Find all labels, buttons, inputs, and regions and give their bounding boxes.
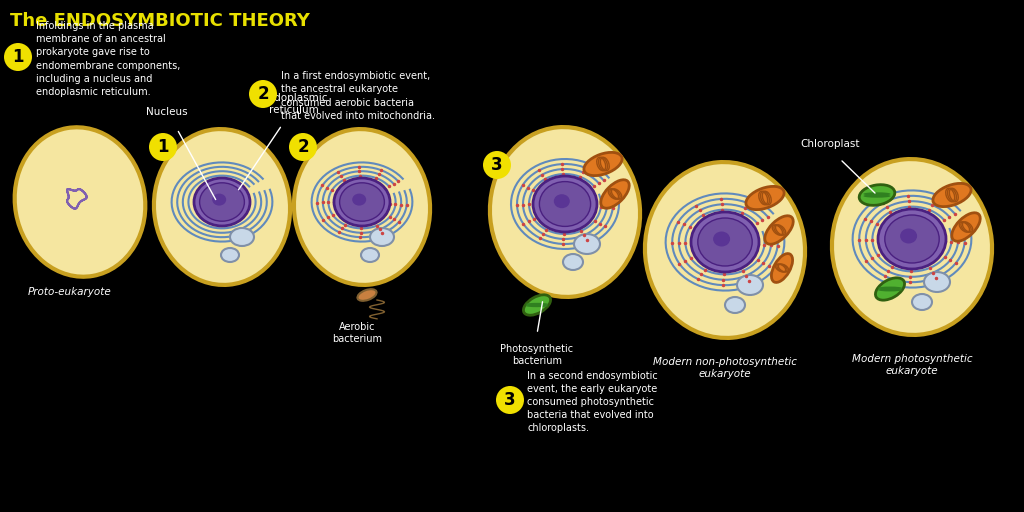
Text: Endoplasmic
reticulum: Endoplasmic reticulum — [261, 93, 328, 115]
Ellipse shape — [200, 183, 245, 221]
Ellipse shape — [878, 287, 902, 289]
Text: 1: 1 — [12, 48, 24, 66]
Ellipse shape — [212, 194, 226, 206]
Ellipse shape — [878, 289, 902, 291]
Text: In a second endosymbiotic
event, the early eukaryote
consumed photosynthetic
bac: In a second endosymbiotic event, the ear… — [527, 371, 657, 433]
Text: The ENDOSYMBIOTIC THEORY: The ENDOSYMBIOTIC THEORY — [10, 12, 310, 30]
Text: Proto-eukaryote: Proto-eukaryote — [28, 287, 112, 297]
Ellipse shape — [540, 182, 591, 226]
Text: Photosynthetic
bacterium: Photosynthetic bacterium — [501, 344, 573, 366]
Ellipse shape — [14, 127, 145, 276]
Ellipse shape — [352, 194, 367, 206]
Ellipse shape — [489, 127, 640, 297]
Ellipse shape — [554, 194, 569, 208]
Text: 2: 2 — [297, 138, 309, 156]
Ellipse shape — [765, 216, 794, 244]
Ellipse shape — [194, 178, 250, 226]
Ellipse shape — [294, 129, 430, 285]
Ellipse shape — [713, 231, 730, 246]
Text: Aerobic
bacterium: Aerobic bacterium — [332, 322, 382, 344]
Ellipse shape — [951, 213, 980, 241]
Circle shape — [289, 133, 317, 161]
Text: 1: 1 — [158, 138, 169, 156]
Ellipse shape — [831, 159, 992, 335]
Ellipse shape — [745, 186, 784, 209]
Text: In a first endosymbiotic event,
the ancestral eukaryote
consumed aerobic bacteri: In a first endosymbiotic event, the ance… — [281, 71, 435, 121]
Ellipse shape — [574, 234, 600, 254]
Ellipse shape — [645, 162, 805, 338]
Ellipse shape — [900, 228, 918, 244]
Text: Chloroplast: Chloroplast — [800, 139, 860, 149]
Ellipse shape — [361, 248, 379, 262]
Circle shape — [150, 133, 177, 161]
Text: Modern non-photosynthetic
eukaryote: Modern non-photosynthetic eukaryote — [653, 357, 797, 379]
Text: 3: 3 — [504, 391, 516, 409]
Text: Infoldings in the plasma
membrane of an ancestral
prokaryote gave rise to
endome: Infoldings in the plasma membrane of an … — [36, 21, 180, 97]
Ellipse shape — [878, 288, 902, 290]
Ellipse shape — [863, 195, 891, 198]
Ellipse shape — [863, 194, 891, 197]
Ellipse shape — [523, 295, 551, 315]
Text: 3: 3 — [492, 156, 503, 174]
Ellipse shape — [859, 185, 895, 205]
Ellipse shape — [771, 253, 793, 283]
Ellipse shape — [154, 129, 290, 285]
Ellipse shape — [691, 212, 759, 272]
Ellipse shape — [334, 178, 390, 226]
Circle shape — [496, 386, 524, 414]
Ellipse shape — [885, 215, 939, 263]
Ellipse shape — [697, 218, 753, 266]
Ellipse shape — [924, 272, 950, 292]
Ellipse shape — [534, 176, 597, 232]
Ellipse shape — [878, 209, 946, 269]
Ellipse shape — [876, 278, 904, 300]
Ellipse shape — [912, 294, 932, 310]
Circle shape — [4, 43, 32, 71]
Ellipse shape — [357, 289, 377, 301]
Text: Nucleus: Nucleus — [146, 107, 187, 117]
Ellipse shape — [370, 228, 394, 246]
Ellipse shape — [563, 254, 583, 270]
Text: Modern photosynthetic
eukaryote: Modern photosynthetic eukaryote — [852, 354, 973, 376]
Ellipse shape — [525, 304, 548, 306]
Text: 2: 2 — [257, 85, 269, 103]
Circle shape — [249, 80, 278, 108]
Ellipse shape — [601, 180, 629, 208]
Ellipse shape — [933, 183, 971, 207]
Ellipse shape — [340, 183, 384, 221]
Ellipse shape — [725, 297, 745, 313]
Ellipse shape — [221, 248, 239, 262]
Ellipse shape — [863, 193, 891, 195]
Circle shape — [483, 151, 511, 179]
Ellipse shape — [525, 305, 548, 307]
Ellipse shape — [525, 303, 548, 305]
Ellipse shape — [737, 275, 763, 295]
Ellipse shape — [584, 153, 623, 176]
Ellipse shape — [230, 228, 254, 246]
